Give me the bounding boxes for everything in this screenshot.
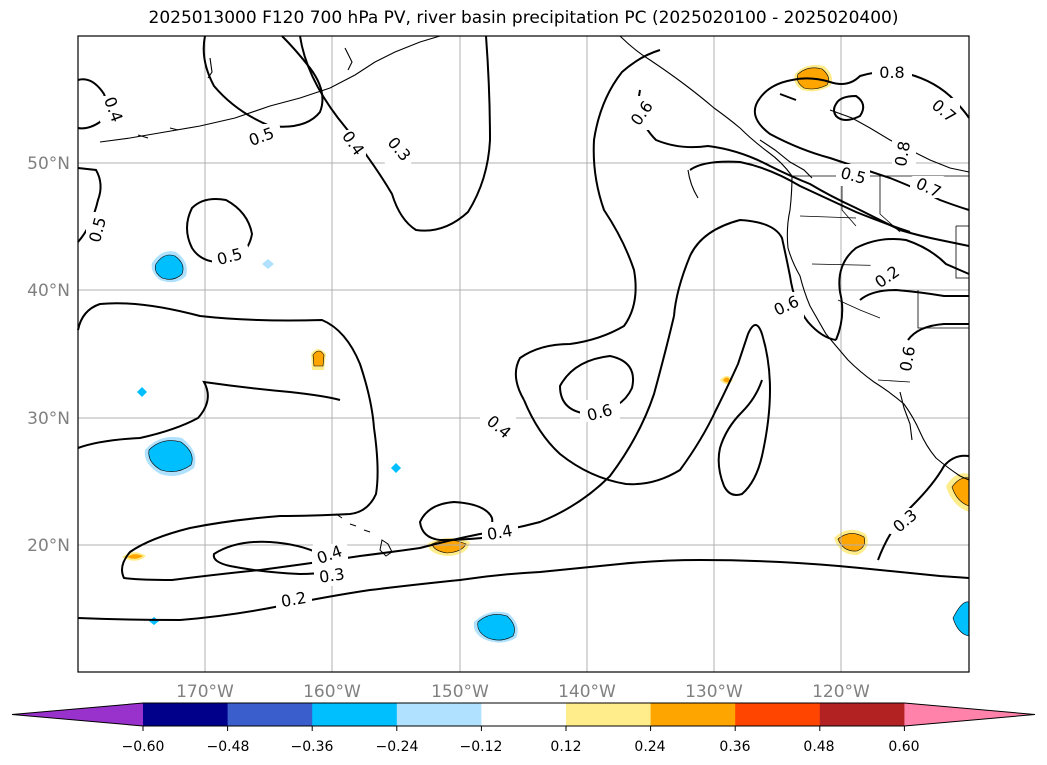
colorbar-tick-label: 0.60 (888, 739, 919, 755)
colorbar-segment (481, 703, 567, 726)
colorbar-tick-label: −0.60 (122, 739, 165, 755)
contour-label-backgrounds (86, 62, 960, 610)
map-frame (77, 35, 970, 673)
lon-label: 170°W (176, 682, 234, 702)
lat-label: 40°N (27, 281, 70, 301)
lon-label: 120°W (812, 682, 870, 702)
colorbar-segment (650, 703, 736, 726)
colorbar-ticks (142, 726, 905, 731)
colorbar-segments (11, 702, 1036, 727)
contour-label: 0.4 (486, 521, 514, 544)
figure-title: 2025013000 F120 700 hPa PV, river basin … (148, 8, 899, 28)
colorbar: −0.60 −0.48 −0.36 −0.24 −0.12 0.12 0.24 … (11, 702, 1036, 755)
colorbar-segment (566, 703, 652, 726)
colorbar-extension-low (12, 703, 143, 726)
positive-precip-blob (946, 473, 970, 512)
lat-label: 30°N (27, 409, 70, 429)
colorbar-segment (143, 703, 229, 726)
colorbar-tick-label: −0.36 (291, 739, 334, 755)
lon-label: 160°W (303, 682, 361, 702)
negative-precip-blob (151, 251, 187, 283)
positive-precip-blob (834, 529, 868, 556)
colorbar-segment (735, 703, 821, 726)
lon-label: 130°W (685, 682, 743, 702)
gridlines (78, 36, 969, 672)
lon-label: 140°W (558, 682, 616, 702)
map-background (78, 36, 969, 672)
precip-anomaly-shading (122, 65, 970, 643)
contour-label: 0.6 (896, 345, 919, 373)
colorbar-tick-label: 0.24 (634, 739, 665, 755)
colorbar-tick-label: 0.12 (550, 739, 581, 755)
lat-label: 20°N (27, 536, 70, 556)
lat-label: 50°N (27, 154, 70, 174)
lon-label: 150°W (431, 682, 489, 702)
colorbar-tick-label: −0.12 (460, 739, 503, 755)
longitude-labels: 170°W 160°W 150°W 140°W 130°W 120°W (176, 682, 870, 702)
colorbar-segment (312, 703, 398, 726)
colorbar-tick-label: 0.36 (719, 739, 750, 755)
pv-contours (77, 35, 970, 622)
negative-precip-blob (144, 436, 196, 476)
colorbar-segment (227, 703, 313, 726)
contour-label: 0.8 (891, 140, 914, 168)
colorbar-segment (819, 703, 905, 726)
colorbar-extension-high (904, 703, 1035, 726)
negative-precip-blob (473, 611, 518, 643)
colorbar-segment (396, 703, 482, 726)
colorbar-tick-label: 0.48 (803, 739, 834, 755)
small-negative-spots (137, 259, 401, 625)
contour-label: 0.2 (280, 588, 308, 611)
contour-label: 0.8 (879, 63, 904, 82)
positive-precip-blob (311, 349, 326, 370)
contour-label: 0.3 (318, 564, 346, 586)
colorbar-tick-label: −0.48 (207, 739, 250, 755)
colorbar-tick-label: −0.24 (376, 739, 419, 755)
colorbar-tick-labels: −0.60 −0.48 −0.36 −0.24 −0.12 0.12 0.24 … (122, 739, 920, 755)
latitude-labels: 50°N 40°N 30°N 20°N (27, 154, 70, 556)
